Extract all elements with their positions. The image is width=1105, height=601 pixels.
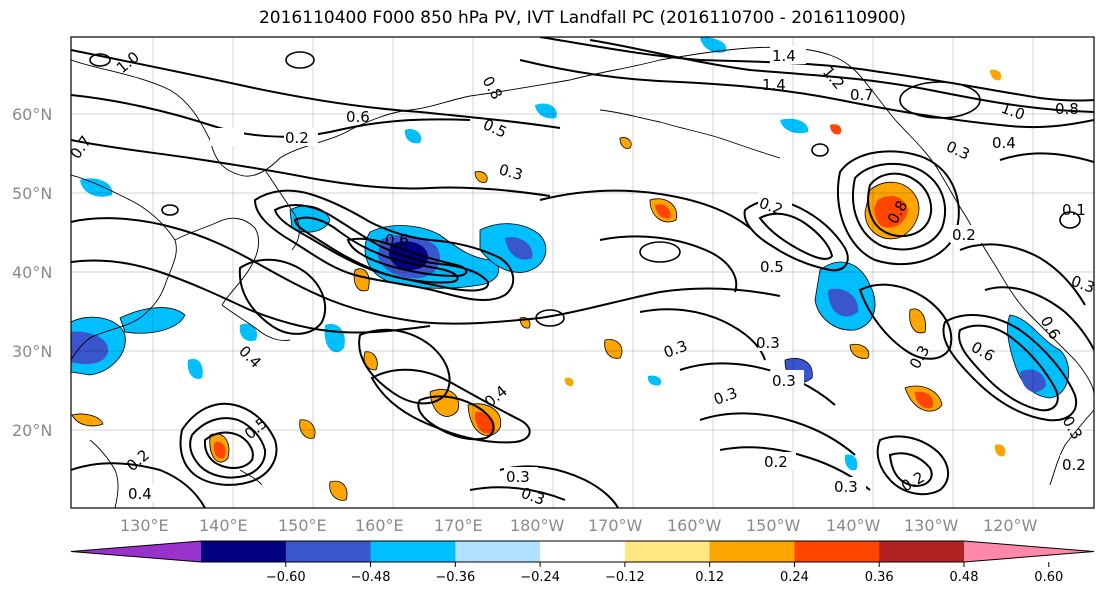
colorbar-segment [285,541,372,562]
pv-contours [71,37,1094,508]
contour-label: 0.1 [1062,201,1086,219]
contour-label: 0.2 [1062,456,1086,474]
colorbar-segment [540,541,626,562]
colorbar-label: 0.36 [865,570,894,585]
lat-label: 20°N [12,421,52,440]
contour-label: 0.2 [285,129,309,147]
contour-label: 0.2 [764,453,788,471]
contour-label: 0.7 [850,86,874,104]
colorbar-segment [201,541,287,562]
small-contours [89,51,1081,327]
colorbar-segment [709,541,795,562]
colorbar-extend-high [964,541,1094,562]
lon-label: 140°E [199,516,248,535]
contour-label: 0.6 [385,231,409,249]
lon-label: 130°W [904,516,959,535]
lon-label: 120°W [983,516,1038,535]
lat-label: 50°N [12,184,52,203]
colorbar: −0.60 −0.48 −0.36 −0.24 −0.12 0.12 0.24 0.36 0.4… [70,540,1095,585]
colorbar-label: −0.12 [605,570,645,585]
contour-label: 0.2 [952,226,976,244]
lat-label: 60°N [12,105,52,124]
contour-label: 1.4 [762,76,786,94]
lon-label: 150°W [746,516,801,535]
colorbar-segment [879,541,965,562]
lon-label: 150°E [278,516,327,535]
lon-label: 170°W [588,516,643,535]
colorbar-segment [624,541,711,562]
map-frame [70,36,1095,509]
contour-label: 0.8 [1055,100,1079,118]
map-title: 2016110400 F000 850 hPa PV, IVT Landfall… [258,8,906,28]
lon-label: 170°E [434,516,483,535]
lat-label: 40°N [12,263,52,282]
colorbar-label: −0.48 [351,570,391,585]
colorbar-segment [370,541,456,562]
colorbar-label: 0.60 [1034,570,1063,585]
contour-label: 0.3 [834,478,858,496]
contour-label: 0.3 [772,372,796,390]
contour-label: 0.4 [992,134,1016,152]
lon-label: 140°W [826,516,881,535]
longitude-labels: 130°E 140°E 150°E 160°E 170°E 180°W 170°… [120,516,1038,535]
colorbar-extend-low [71,541,201,562]
colorbar-label: 0.12 [695,570,724,585]
lon-label: 160°W [667,516,722,535]
colorbar-label: −0.60 [266,570,306,585]
contour-label: 0.5 [760,258,784,276]
colorbar-label: −0.24 [520,570,560,585]
contour-label: 0.6 [346,108,370,126]
colorbar-segment [794,541,880,562]
lat-label: 30°N [12,342,52,361]
contour-label: 1.4 [772,47,796,65]
colorbar-label: 0.24 [780,570,809,585]
contour-label: 0.3 [756,334,780,352]
colorbar-label: −0.36 [435,570,475,585]
graticule [71,37,1094,508]
colorbar-segment [455,541,541,562]
contour-label: 0.4 [128,485,152,503]
latitude-labels: 60°N 50°N 40°N 30°N 20°N [12,105,52,440]
lon-label: 160°E [355,516,404,535]
contour-label: 0.3 [497,160,525,184]
contour-label: 0.3 [506,468,530,486]
contour-labels: 1.0 1.4 1.4 1.2 0.8 0.7 1.0 0.8 0.2 0.6 … [71,46,1094,508]
colorbar-label: 0.48 [950,570,979,585]
lon-label: 130°E [120,516,169,535]
lon-label: 180°W [510,516,565,535]
